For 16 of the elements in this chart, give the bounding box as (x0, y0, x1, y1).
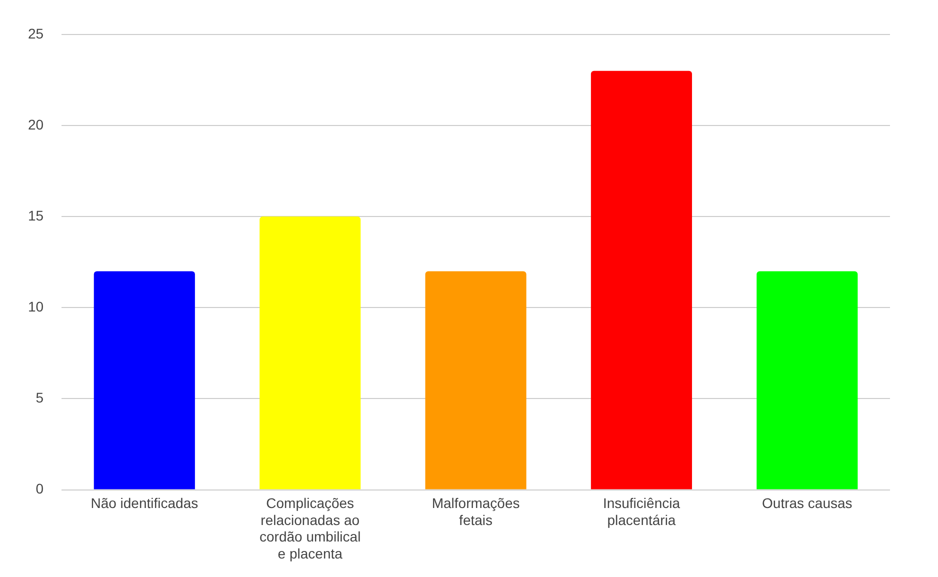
bar (756, 271, 858, 490)
x-tick-label: Não identificadas (90, 495, 198, 512)
y-tick-label: 15 (28, 207, 44, 224)
x-tick-label: Insuficiência placentária (602, 495, 680, 528)
bar (425, 271, 526, 490)
y-tick-label: 10 (28, 298, 44, 314)
y-tick-label: 20 (28, 116, 44, 132)
x-tick-label: Outras causas (762, 495, 852, 512)
y-tick-label: 5 (36, 390, 44, 406)
y-tick-label: 0 (36, 480, 44, 497)
bar (94, 271, 195, 490)
y-tick-label: 25 (28, 25, 44, 42)
x-tick-label: Malformações fetais (432, 495, 520, 528)
bar (590, 70, 692, 490)
bar (260, 216, 361, 490)
x-tick-label: Complicações relacionadas ao cordão umbilical e placenta (260, 495, 361, 562)
